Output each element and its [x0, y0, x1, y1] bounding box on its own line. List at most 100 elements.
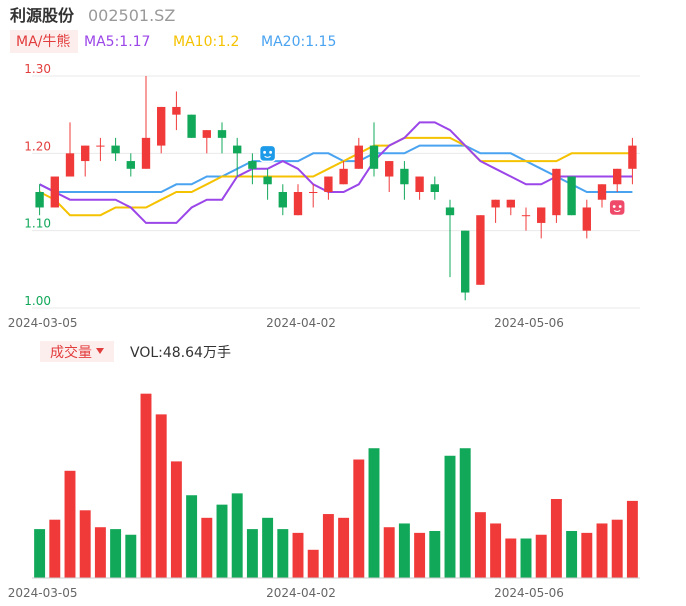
candlestick-series [35, 76, 637, 301]
x-tick-label: 2024-03-05 [8, 316, 78, 330]
candle-body [126, 161, 135, 169]
candle-body [491, 199, 500, 208]
volume-bar [490, 523, 502, 578]
volume-bar [535, 534, 547, 578]
volume-bar [353, 459, 365, 578]
signal-mouth [613, 210, 621, 212]
volume-bar [368, 448, 380, 578]
bull-icon [608, 198, 626, 217]
x-tick-label: 2024-05-06 [494, 586, 564, 600]
candle-body [552, 168, 561, 216]
volume-bar [94, 527, 106, 578]
candle-body [400, 168, 409, 185]
volume-bar [550, 499, 562, 578]
candle-body [81, 145, 90, 162]
indicator-selector-bg[interactable] [10, 30, 78, 53]
x-tick-label: 2024-03-05 [8, 586, 78, 600]
volume-bar [79, 510, 91, 578]
candle-body [293, 192, 303, 216]
volume-bar [201, 517, 213, 578]
candle-body [415, 176, 424, 192]
y-tick-label: 1.00 [24, 294, 51, 308]
volume-bar [170, 461, 182, 578]
volume-bar [459, 448, 471, 578]
volume-bar [338, 517, 350, 578]
volume-bar [262, 517, 274, 578]
ma20-legend: MA20:1.15 [261, 34, 336, 50]
candle-body [445, 207, 455, 216]
volume-selector[interactable]: 成交量 [50, 344, 92, 361]
stock-code: 002501.SZ [88, 6, 175, 25]
volume-bar [155, 414, 167, 578]
candle-body [385, 161, 394, 177]
candle-body [35, 192, 44, 208]
candle-body [141, 137, 151, 169]
candle-body [354, 145, 363, 169]
volume-bar [292, 532, 304, 578]
ma5-line [39, 121, 633, 224]
candle-body [521, 215, 531, 217]
volume-bar [125, 534, 137, 578]
volume-bar [34, 529, 46, 578]
volume-bar [277, 529, 289, 578]
volume-bar [246, 529, 258, 578]
y-tick-label: 1.10 [24, 217, 51, 231]
candle-body [263, 176, 272, 185]
candle-body [278, 192, 287, 208]
candle-body [597, 184, 607, 200]
candle-body [324, 176, 333, 192]
volume-bar [444, 455, 456, 578]
volume-bar [611, 519, 623, 578]
volume-bar [140, 393, 152, 578]
candle-body [537, 207, 546, 223]
candle-body [248, 161, 257, 169]
candle-body [628, 145, 637, 169]
x-tick-label: 2024-05-06 [494, 316, 564, 330]
candle-body [567, 176, 576, 216]
ma20-line [39, 144, 633, 193]
candle-body [369, 145, 379, 169]
candle-body [50, 176, 59, 208]
dropdown-caret-icon[interactable] [96, 348, 104, 354]
price-y-axis: 1.30 1.20 1.10 1.00 [24, 62, 51, 308]
candle-body [430, 184, 439, 192]
volume-bar [581, 532, 593, 578]
candle-body [582, 207, 591, 231]
x-tick-label: 2024-04-02 [266, 586, 336, 600]
stock-name: 利源股份 [10, 6, 75, 25]
signal-badge [258, 144, 277, 163]
volume-bar [307, 549, 319, 578]
bull-bear-signals [258, 144, 626, 217]
volume-selector-bg[interactable] [40, 341, 114, 362]
volume-bar [186, 495, 198, 578]
bear-icon [258, 144, 277, 163]
volume-bar [414, 532, 426, 578]
volume-bar [429, 530, 441, 578]
candle-body [506, 199, 515, 208]
volume-bar [596, 523, 608, 578]
signal-eye [269, 150, 272, 154]
candle-body [111, 145, 120, 154]
ma5-legend: MA5:1.17 [84, 34, 150, 50]
candle-body [65, 153, 75, 177]
candle-body [476, 215, 485, 285]
candle-body [461, 230, 470, 293]
candle-body [202, 130, 211, 138]
volume-bar [383, 527, 395, 578]
volume-bar [520, 538, 532, 578]
volume-bar [110, 529, 122, 578]
x-tick-label: 2024-04-02 [266, 316, 336, 330]
candle-body [339, 168, 348, 185]
candle-body [187, 114, 196, 138]
price-grid [32, 75, 640, 309]
signal-eye [612, 205, 616, 208]
moving-average-lines [39, 121, 633, 224]
volume-bar [49, 519, 61, 578]
indicator-selector[interactable]: MA/牛熊 [16, 34, 70, 50]
volume-bar [398, 523, 410, 578]
volume-bar [626, 500, 638, 578]
candle-body [309, 192, 318, 193]
y-tick-label: 1.30 [24, 62, 51, 76]
y-tick-label: 1.20 [24, 139, 51, 153]
